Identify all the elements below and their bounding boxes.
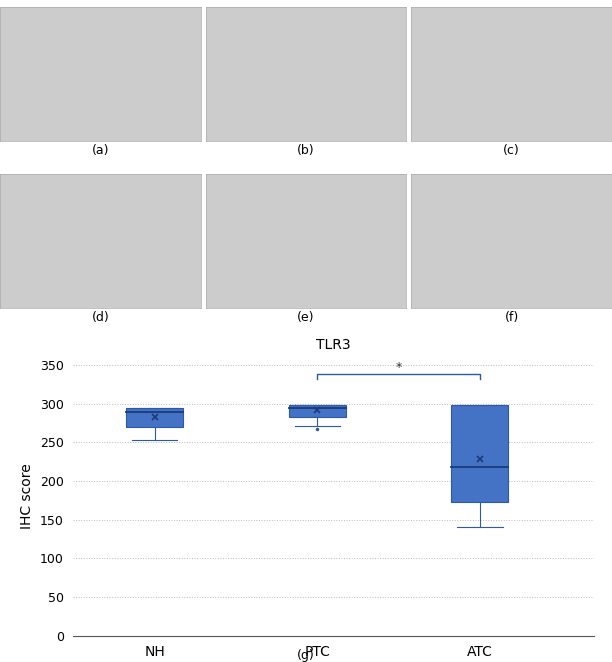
Text: (e): (e) bbox=[297, 311, 315, 324]
Text: (d): (d) bbox=[91, 311, 110, 324]
Text: (c): (c) bbox=[503, 144, 520, 157]
Text: *: * bbox=[395, 361, 401, 373]
Text: (b): (b) bbox=[297, 144, 315, 157]
Bar bbox=[126, 408, 183, 427]
Y-axis label: IHC score: IHC score bbox=[20, 463, 34, 530]
Text: (f): (f) bbox=[504, 311, 519, 324]
Title: TLR3: TLR3 bbox=[316, 338, 351, 352]
Bar bbox=[289, 404, 346, 417]
Text: (a): (a) bbox=[92, 144, 109, 157]
Text: (g): (g) bbox=[297, 649, 315, 662]
Bar bbox=[452, 405, 509, 502]
